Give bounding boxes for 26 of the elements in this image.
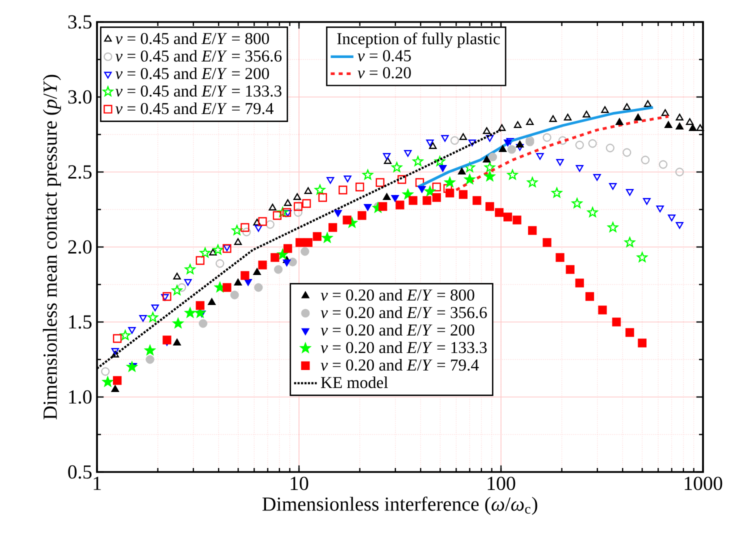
y-tick-label: 0.5 <box>68 465 92 479</box>
x-tick-label: 100 <box>488 476 516 490</box>
y-tick-label: 3.5 <box>68 15 92 29</box>
x-tick-label: 10 <box>290 476 308 490</box>
legend-label: ν = 0.45 <box>358 50 411 62</box>
legend-label: ν = 0.20 <box>358 67 411 78</box>
legend-title: Inception of fully plastic <box>337 32 500 48</box>
y-tick-label: 3.0 <box>68 90 92 104</box>
y-tick-label: 2.5 <box>68 165 92 179</box>
y-tick-label: 2.0 <box>68 240 92 254</box>
legend-label: ν = 0.20 and E/Y = 800 <box>320 288 474 301</box>
x-tick-label: 1000 <box>684 476 722 490</box>
x-tick-label: 1 <box>94 476 101 490</box>
legend-label: ν = 0.45 and E/Y = 200 <box>115 67 269 80</box>
legend-label: KE model <box>320 376 388 388</box>
x-axis-title: Dimensionless interference (ω/ω$_{c}$) <box>262 496 538 515</box>
legend-label: ν = 0.45 and E/Y = 356.6 <box>115 50 282 62</box>
legend-label: ν = 0.20 and E/Y = 79.4 <box>320 358 479 371</box>
legend-label: ν = 0.45 and E/Y = 79.4 <box>115 102 274 114</box>
legend-label: ν = 0.45 and E/Y = 800 <box>115 32 269 44</box>
legend-label: ν = 0.20 and E/Y = 200 <box>320 324 474 336</box>
y-tick-label: 1.0 <box>69 390 92 404</box>
legend-label: ν = 0.20 and E/Y = 133.3 <box>320 341 487 354</box>
y-tick-label: 1.5 <box>69 315 92 329</box>
legend-label: ν = 0.20 and E/Y = 356.6 <box>320 306 487 318</box>
legend-label: ν = 0.45 and E/Y = 133.3 <box>115 84 282 97</box>
